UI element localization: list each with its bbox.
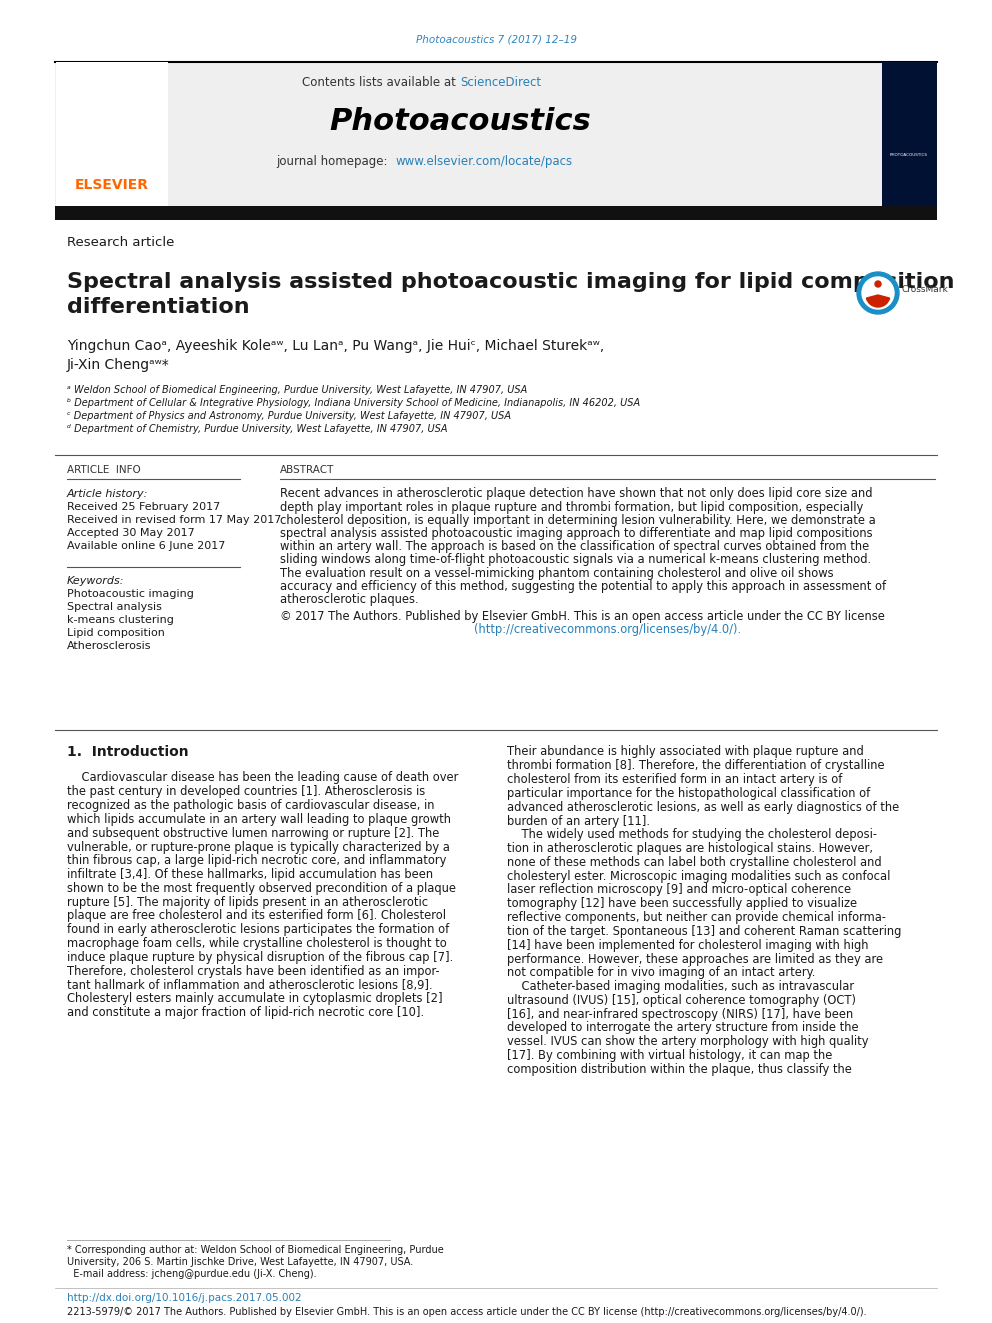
Text: Received 25 February 2017: Received 25 February 2017 [67, 501, 220, 512]
Text: [17]. By combining with virtual histology, it can map the: [17]. By combining with virtual histolog… [507, 1049, 832, 1062]
Text: journal homepage:: journal homepage: [276, 156, 395, 168]
Text: developed to interrogate the artery structure from inside the: developed to interrogate the artery stru… [507, 1021, 859, 1035]
Text: plaque are free cholesterol and its esterified form [6]. Cholesterol: plaque are free cholesterol and its este… [67, 909, 446, 922]
Text: vessel. IVUS can show the artery morphology with high quality: vessel. IVUS can show the artery morphol… [507, 1036, 869, 1048]
Text: found in early atherosclerotic lesions participates the formation of: found in early atherosclerotic lesions p… [67, 923, 449, 937]
Text: Article history:: Article history: [67, 490, 149, 499]
Text: The evaluation result on a vessel-mimicking phantom containing cholesterol and o: The evaluation result on a vessel-mimick… [280, 566, 833, 579]
Text: particular importance for the histopathological classification of: particular importance for the histopatho… [507, 787, 870, 800]
Text: (http://creativecommons.org/licenses/by/4.0/).: (http://creativecommons.org/licenses/by/… [474, 623, 741, 636]
Text: [14] have been implemented for cholesterol imaging with high: [14] have been implemented for cholester… [507, 939, 869, 951]
Circle shape [857, 273, 899, 314]
Text: PHOTOACOUSTICS: PHOTOACOUSTICS [890, 153, 928, 157]
Text: composition distribution within the plaque, thus classify the: composition distribution within the plaq… [507, 1062, 852, 1076]
Text: the past century in developed countries [1]. Atherosclerosis is: the past century in developed countries … [67, 786, 426, 798]
Text: Cardiovascular disease has been the leading cause of death over: Cardiovascular disease has been the lead… [67, 771, 458, 785]
Text: Photoacoustic imaging: Photoacoustic imaging [67, 589, 193, 599]
Text: Atherosclerosis: Atherosclerosis [67, 642, 152, 651]
Text: cholesterol from its esterified form in an intact artery is of: cholesterol from its esterified form in … [507, 773, 842, 786]
Text: Spectral analysis: Spectral analysis [67, 602, 162, 613]
Text: http://dx.doi.org/10.1016/j.pacs.2017.05.002: http://dx.doi.org/10.1016/j.pacs.2017.05… [67, 1293, 302, 1303]
Text: Cholesteryl esters mainly accumulate in cytoplasmic droplets [2]: Cholesteryl esters mainly accumulate in … [67, 992, 442, 1005]
Text: and constitute a major fraction of lipid-rich necrotic core [10].: and constitute a major fraction of lipid… [67, 1005, 425, 1019]
Text: Received in revised form 17 May 2017: Received in revised form 17 May 2017 [67, 515, 282, 525]
Text: Accepted 30 May 2017: Accepted 30 May 2017 [67, 528, 194, 538]
Text: Available online 6 June 2017: Available online 6 June 2017 [67, 541, 225, 550]
Text: depth play important roles in plaque rupture and thrombi formation, but lipid co: depth play important roles in plaque rup… [280, 500, 863, 513]
Text: k-means clustering: k-means clustering [67, 615, 174, 624]
Text: burden of an artery [11].: burden of an artery [11]. [507, 815, 650, 827]
Text: rupture [5]. The majority of lipids present in an atherosclerotic: rupture [5]. The majority of lipids pres… [67, 896, 429, 909]
Text: ᵈ Department of Chemistry, Purdue University, West Lafayette, IN 47907, USA: ᵈ Department of Chemistry, Purdue Univer… [67, 423, 447, 434]
Wedge shape [866, 295, 890, 307]
Text: Research article: Research article [67, 237, 175, 250]
Bar [56, 62, 168, 206]
Text: sliding windows along time-of-flight photoacoustic signals via a numerical k-mea: sliding windows along time-of-flight pho… [280, 553, 871, 566]
Text: Spectral analysis assisted photoacoustic imaging for lipid composition: Spectral analysis assisted photoacoustic… [67, 273, 954, 292]
Text: ultrasound (IVUS) [15], optical coherence tomography (OCT): ultrasound (IVUS) [15], optical coherenc… [507, 994, 856, 1007]
Text: vulnerable, or rupture-prone plaque is typically characterized by a: vulnerable, or rupture-prone plaque is t… [67, 840, 450, 853]
Text: www.elsevier.com/locate/pacs: www.elsevier.com/locate/pacs [395, 156, 572, 168]
Text: Lipid composition: Lipid composition [67, 628, 165, 638]
Text: within an artery wall. The approach is based on the classification of spectral c: within an artery wall. The approach is b… [280, 540, 869, 553]
Text: E-mail address: jcheng@purdue.edu (Ji-X. Cheng).: E-mail address: jcheng@purdue.edu (Ji-X.… [67, 1269, 316, 1279]
Text: Therefore, cholesterol crystals have been identified as an impor-: Therefore, cholesterol crystals have bee… [67, 964, 439, 978]
Bar [55, 62, 882, 206]
Text: * Corresponding author at: Weldon School of Biomedical Engineering, Purdue: * Corresponding author at: Weldon School… [67, 1245, 443, 1256]
Text: Ji-Xin Chengᵃʷ*: Ji-Xin Chengᵃʷ* [67, 359, 170, 372]
Bar [55, 206, 937, 220]
Text: ᵇ Department of Cellular & Integrative Physiology, Indiana University School of : ᵇ Department of Cellular & Integrative P… [67, 398, 640, 407]
Text: thrombi formation [8]. Therefore, the differentiation of crystalline: thrombi formation [8]. Therefore, the di… [507, 759, 885, 773]
Text: Their abundance is highly associated with plaque rupture and: Their abundance is highly associated wit… [507, 745, 864, 758]
Text: cholesterol deposition, is equally important in determining lesion vulnerability: cholesterol deposition, is equally impor… [280, 513, 876, 527]
Text: accuracy and efficiency of this method, suggesting the potential to apply this a: accuracy and efficiency of this method, … [280, 579, 886, 593]
Text: which lipids accumulate in an artery wall leading to plaque growth: which lipids accumulate in an artery wal… [67, 812, 451, 826]
Text: Photoacoustics 7 (2017) 12–19: Photoacoustics 7 (2017) 12–19 [416, 34, 576, 45]
Text: CrossMark: CrossMark [902, 286, 948, 295]
Text: tion of the target. Spontaneous [13] and coherent Raman scattering: tion of the target. Spontaneous [13] and… [507, 925, 902, 938]
Text: tomography [12] have been successfully applied to visualize: tomography [12] have been successfully a… [507, 897, 857, 910]
Text: Photoacoustics: Photoacoustics [329, 107, 591, 136]
Text: shown to be the most frequently observed precondition of a plaque: shown to be the most frequently observed… [67, 882, 456, 894]
Text: spectral analysis assisted photoacoustic imaging approach to differentiate and m: spectral analysis assisted photoacoustic… [280, 527, 873, 540]
Text: The widely used methods for studying the cholesterol deposi-: The widely used methods for studying the… [507, 828, 877, 841]
Text: none of these methods can label both crystalline cholesterol and: none of these methods can label both cry… [507, 856, 882, 869]
Text: recognized as the pathologic basis of cardiovascular disease, in: recognized as the pathologic basis of ca… [67, 799, 434, 812]
Text: cholesteryl ester. Microscopic imaging modalities such as confocal: cholesteryl ester. Microscopic imaging m… [507, 869, 891, 882]
Text: 1.  Introduction: 1. Introduction [67, 745, 188, 759]
Text: Recent advances in atherosclerotic plaque detection have shown that not only doe: Recent advances in atherosclerotic plaqu… [280, 487, 873, 500]
Text: macrophage foam cells, while crystalline cholesterol is thought to: macrophage foam cells, while crystalline… [67, 937, 446, 950]
Text: University, 206 S. Martin Jischke Drive, West Lafayette, IN 47907, USA.: University, 206 S. Martin Jischke Drive,… [67, 1257, 414, 1267]
Bar [882, 62, 937, 206]
Text: Keywords:: Keywords: [67, 576, 125, 586]
Circle shape [862, 277, 894, 310]
Text: not compatible for in vivo imaging of an intact artery.: not compatible for in vivo imaging of an… [507, 966, 815, 979]
Text: performance. However, these approaches are limited as they are: performance. However, these approaches a… [507, 953, 883, 966]
Text: © 2017 The Authors. Published by Elsevier GmbH. This is an open access article u: © 2017 The Authors. Published by Elsevie… [280, 610, 885, 623]
Text: ᵃ Weldon School of Biomedical Engineering, Purdue University, West Lafayette, IN: ᵃ Weldon School of Biomedical Engineerin… [67, 385, 528, 396]
Text: ELSEVIER: ELSEVIER [75, 179, 149, 192]
Text: atherosclerotic plaques.: atherosclerotic plaques. [280, 593, 419, 606]
Text: differentiation: differentiation [67, 296, 250, 318]
Text: ScienceDirect: ScienceDirect [460, 75, 541, 89]
Text: reflective components, but neither can provide chemical informa-: reflective components, but neither can p… [507, 912, 886, 923]
Text: tant hallmark of inflammation and atherosclerotic lesions [8,9].: tant hallmark of inflammation and athero… [67, 979, 433, 991]
Circle shape [875, 280, 881, 287]
Text: ABSTRACT: ABSTRACT [280, 464, 334, 475]
Text: tion in atherosclerotic plaques are histological stains. However,: tion in atherosclerotic plaques are hist… [507, 843, 873, 855]
Text: Yingchun Caoᵃ, Ayeeshik Koleᵃʷ, Lu Lanᵃ, Pu Wangᵃ, Jie Huiᶜ, Michael Sturekᵃʷ,: Yingchun Caoᵃ, Ayeeshik Koleᵃʷ, Lu Lanᵃ,… [67, 339, 604, 353]
Text: ᶜ Department of Physics and Astronomy, Purdue University, West Lafayette, IN 479: ᶜ Department of Physics and Astronomy, P… [67, 411, 511, 421]
Text: Contents lists available at: Contents lists available at [303, 75, 460, 89]
Text: laser reflection microscopy [9] and micro-optical coherence: laser reflection microscopy [9] and micr… [507, 884, 851, 897]
Text: ARTICLE  INFO: ARTICLE INFO [67, 464, 141, 475]
Text: 2213-5979/© 2017 The Authors. Published by Elsevier GmbH. This is an open access: 2213-5979/© 2017 The Authors. Published … [67, 1307, 867, 1316]
Text: infiltrate [3,4]. Of these hallmarks, lipid accumulation has been: infiltrate [3,4]. Of these hallmarks, li… [67, 868, 434, 881]
Text: advanced atherosclerotic lesions, as well as early diagnostics of the: advanced atherosclerotic lesions, as wel… [507, 800, 900, 814]
Text: Catheter-based imaging modalities, such as intravascular: Catheter-based imaging modalities, such … [507, 980, 854, 994]
Text: [16], and near-infrared spectroscopy (NIRS) [17], have been: [16], and near-infrared spectroscopy (NI… [507, 1008, 853, 1021]
Text: and subsequent obstructive lumen narrowing or rupture [2]. The: and subsequent obstructive lumen narrowi… [67, 827, 439, 840]
Text: induce plaque rupture by physical disruption of the fibrous cap [7].: induce plaque rupture by physical disrup… [67, 951, 453, 964]
Text: thin fibrous cap, a large lipid-rich necrotic core, and inflammatory: thin fibrous cap, a large lipid-rich nec… [67, 855, 446, 868]
